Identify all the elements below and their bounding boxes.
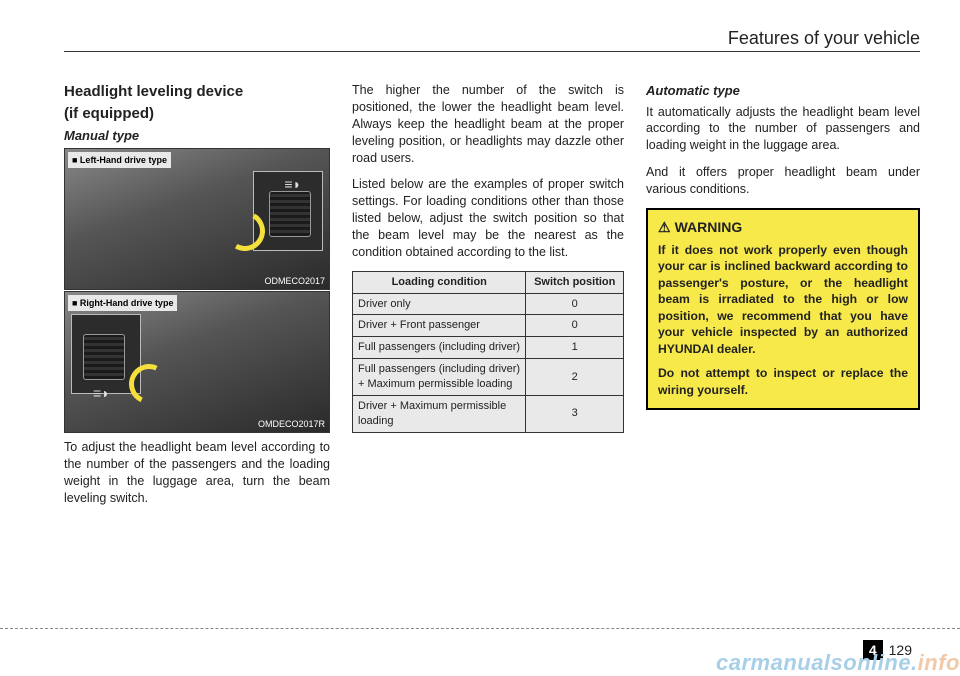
- table-header: Switch position: [526, 271, 624, 293]
- leveling-dial: [269, 191, 311, 237]
- watermark-part2: info: [918, 650, 960, 675]
- watermark-part1: carmanualsonline.: [716, 650, 918, 675]
- warning-title: ⚠ WARNING: [658, 218, 908, 237]
- table-cell: Driver only: [353, 293, 526, 315]
- sub-heading-manual: Manual type: [64, 127, 330, 145]
- table-row: Driver + Front passenger 0: [353, 315, 624, 337]
- body-text: It automatically adjusts the headlight b…: [646, 104, 920, 155]
- page-header: Features of your vehicle: [64, 28, 920, 52]
- table-row: Driver + Maximum permissible loading 3: [353, 395, 624, 432]
- warning-text: If it does not work properly even though…: [658, 242, 908, 357]
- warning-title-text: WARNING: [675, 218, 743, 237]
- table-row: Full passengers (including driver) 1: [353, 337, 624, 359]
- main-heading-line1: Headlight leveling device: [64, 82, 330, 102]
- table-cell: 0: [526, 315, 624, 337]
- table-row: Full passengers (including driver) + Max…: [353, 359, 624, 396]
- table-cell: 1: [526, 337, 624, 359]
- body-text: Listed below are the examples of proper …: [352, 176, 624, 260]
- warning-icon: ⚠: [658, 218, 671, 237]
- body-text: And it offers proper headlight beam unde…: [646, 164, 920, 198]
- chapter-title: Features of your vehicle: [728, 28, 920, 48]
- watermark: carmanualsonline.info: [716, 650, 960, 676]
- body-text: The higher the number of the switch is p…: [352, 82, 624, 166]
- column-3: Automatic type It automatically adjusts …: [646, 82, 920, 517]
- table-cell: Driver + Front passenger: [353, 315, 526, 337]
- table-cell: Full passengers (including driver): [353, 337, 526, 359]
- figure-right-hand-drive: ≡◗ ■ Right-Hand drive type OMDECO2017R: [64, 291, 330, 433]
- figure-left-hand-drive: ≡◗ ■ Left-Hand drive type ODMECO2017: [64, 148, 330, 290]
- table-header: Loading condition: [353, 271, 526, 293]
- main-heading-line2: (if equipped): [64, 104, 330, 124]
- figure-tag: ■ Right-Hand drive type: [68, 295, 177, 311]
- table-cell: 3: [526, 395, 624, 432]
- loading-condition-table: Loading condition Switch position Driver…: [352, 271, 624, 433]
- table-cell: 0: [526, 293, 624, 315]
- warning-text: Do not attempt to inspect or replace the…: [658, 365, 908, 398]
- column-1: Headlight leveling device (if equipped) …: [64, 82, 330, 517]
- figure-tag: ■ Left-Hand drive type: [68, 152, 171, 168]
- table-cell: 2: [526, 359, 624, 396]
- figure-code: OMDECO2017R: [258, 418, 325, 430]
- headlamp-icon: ≡◗: [284, 175, 301, 194]
- headlamp-icon: ≡◗: [93, 384, 110, 403]
- column-2: The higher the number of the switch is p…: [352, 82, 624, 517]
- table-row: Driver only 0: [353, 293, 624, 315]
- leveling-dial: [83, 334, 125, 380]
- sub-heading-automatic: Automatic type: [646, 82, 920, 100]
- warning-box: ⚠ WARNING If it does not work properly e…: [646, 208, 920, 410]
- table-header-row: Loading condition Switch position: [353, 271, 624, 293]
- table-cell: Driver + Maximum permissible loading: [353, 395, 526, 432]
- figure-code: ODMECO2017: [264, 275, 325, 287]
- table-cell: Full passengers (including driver) + Max…: [353, 359, 526, 396]
- body-text: To adjust the headlight beam level accor…: [64, 439, 330, 507]
